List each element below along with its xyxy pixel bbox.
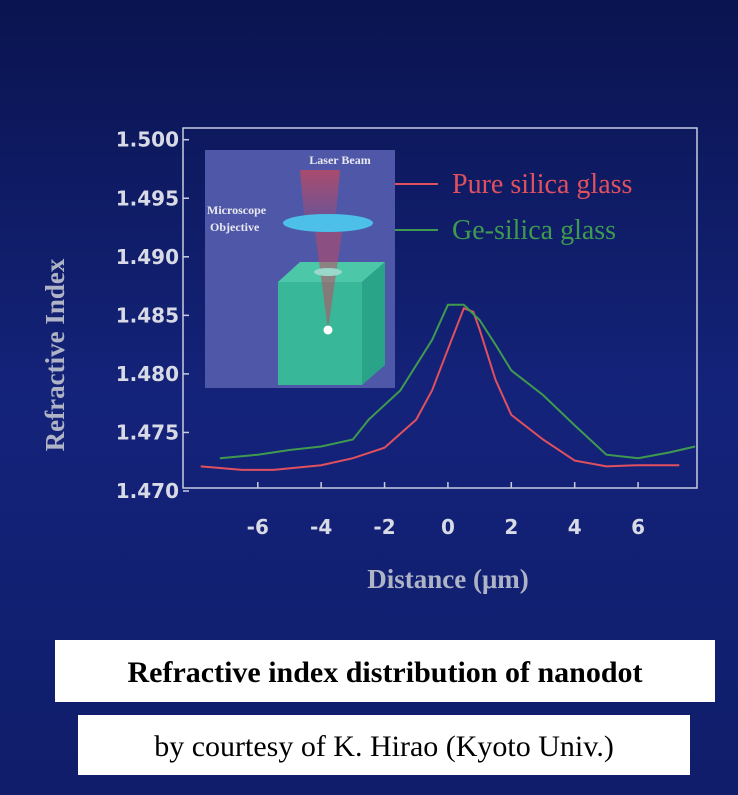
caption-credit: by courtesy of K. Hirao (Kyoto Univ.)	[154, 730, 614, 763]
x-tick-label: 0	[441, 515, 455, 539]
y-tick-label: 1.485	[116, 303, 179, 327]
x-tick-label: 6	[631, 515, 645, 539]
y-tick-label: 1.470	[116, 479, 179, 503]
y-tick-label: 1.500	[116, 128, 179, 152]
inset-label: Objective	[210, 220, 260, 234]
y-tick-label: 1.480	[116, 362, 179, 386]
nanodot	[324, 326, 333, 335]
objective-lens	[283, 214, 373, 232]
caption-title: Refractive index distribution of nanodot	[127, 656, 642, 689]
slide: 1.500 1.495 1.490 1.485 1.480 1.475 1.470 -6 -4 -…	[0, 0, 738, 795]
x-axis-title: Distance (μm)	[367, 564, 529, 594]
inset-label: Microscope	[207, 203, 267, 217]
x-tick-label: -2	[373, 515, 395, 539]
inset: Laser Beam Microscope Objective	[205, 150, 395, 388]
y-tick-label: 1.475	[116, 420, 179, 444]
page: {"chart_data": { "type": "line", "xlabel…	[0, 0, 738, 795]
inset-label: Laser Beam	[309, 153, 370, 167]
x-tick-label: 4	[568, 515, 582, 539]
legend-label: Ge-silica glass	[452, 215, 616, 246]
entry-spot	[314, 268, 342, 276]
legend-label: Pure silica glass	[452, 169, 632, 200]
block-front	[278, 282, 362, 385]
x-tick-label: -4	[310, 515, 332, 539]
y-axis-title: Refractive Index	[40, 258, 70, 451]
block-side	[362, 262, 385, 385]
y-tick-label: 1.495	[116, 186, 179, 210]
x-tick-label: 2	[504, 515, 518, 539]
x-tick-label: -6	[247, 515, 269, 539]
y-tick-label: 1.490	[116, 245, 179, 269]
